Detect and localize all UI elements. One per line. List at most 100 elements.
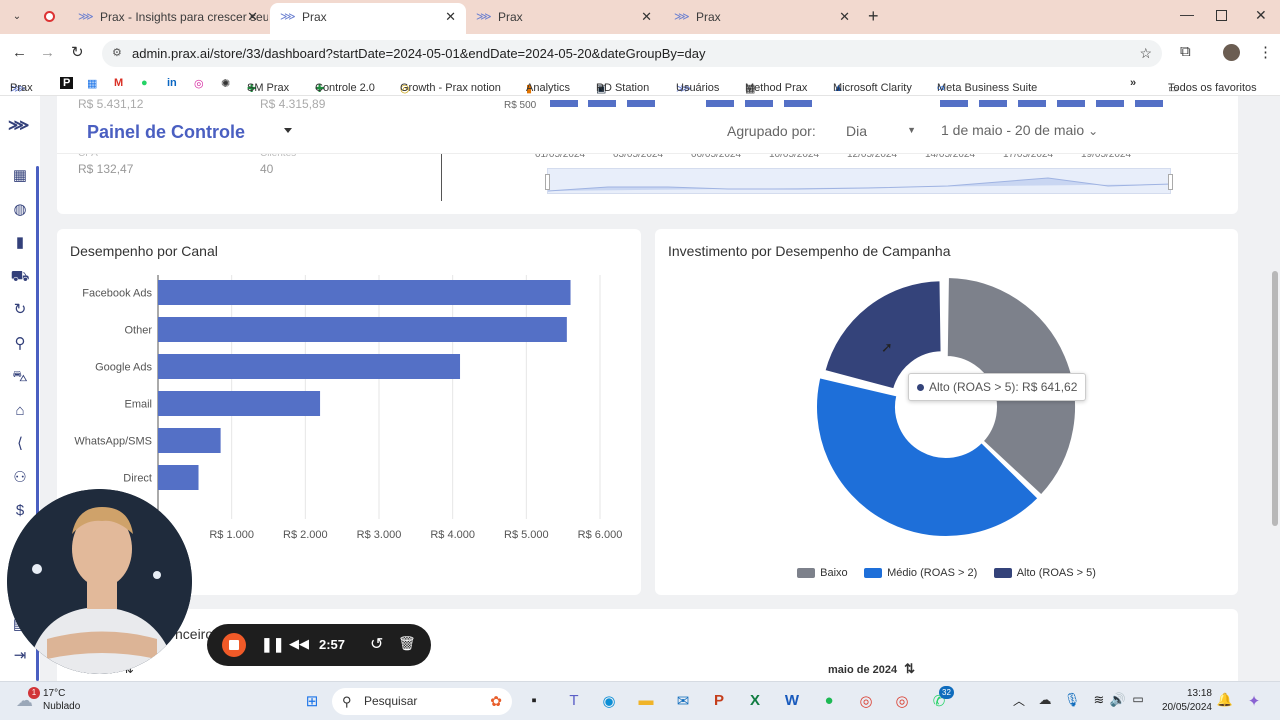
back-icon[interactable]: ← [12, 44, 27, 61]
weather-widget[interactable]: ☁ 1 17°C Nublado [16, 687, 106, 717]
search-placeholder: Pesquisar [364, 694, 418, 708]
spotify-icon[interactable]: ● [824, 692, 834, 709]
legend-item-medio[interactable]: Médio (ROAS > 2) [864, 567, 977, 579]
logout-icon[interactable]: ⇥ [13, 647, 27, 664]
group-by-select[interactable]: Dia ▼ [846, 123, 916, 139]
tab-prax-active[interactable]: ⋙ Prax ✕ [270, 3, 466, 34]
page-scrollbar[interactable] [1272, 271, 1278, 526]
bank-icon[interactable]: ⌂ [15, 402, 25, 419]
sort-icon[interactable]: ⇅ [904, 661, 916, 676]
timeline-date: 14/05/2024 [925, 149, 976, 160]
group-by-label: Agrupado por: [727, 123, 816, 139]
tab-prax-insights[interactable]: ⋙ Prax - Insights para crescer seu ✕ [68, 3, 268, 34]
dollar-icon[interactable]: $ [15, 502, 25, 519]
battery-icon[interactable]: ▭ [1132, 692, 1144, 706]
minimize-icon[interactable]: — [1180, 6, 1194, 22]
close-icon[interactable]: ✕ [641, 9, 652, 24]
slider-handle-right[interactable] [1168, 174, 1173, 190]
cut-value-3: R$ 500 [504, 100, 537, 111]
sidebar-scrollbar[interactable] [36, 166, 39, 681]
start-menu-icon[interactable]: ⊞ [305, 693, 319, 710]
task-view-icon[interactable]: ▪ [531, 692, 537, 709]
window-close-icon[interactable]: ✕ [1255, 7, 1267, 23]
tab-prax-4[interactable]: ⋙ Prax ✕ [664, 3, 860, 34]
close-icon[interactable]: ✕ [247, 9, 258, 24]
copilot-icon[interactable]: ✦ [1247, 693, 1261, 710]
restart-icon[interactable]: ↺ [370, 636, 384, 653]
profile-avatar[interactable] [1223, 44, 1240, 61]
whatsapp-icon[interactable]: ● [141, 77, 148, 89]
bar-chart-icon[interactable]: ▮ [15, 234, 25, 251]
tray-overflow-icon[interactable]: ︿ [1012, 694, 1025, 708]
prax-logo[interactable]: ⋙ [8, 117, 30, 134]
taskbar-search[interactable]: ⚲ Pesquisar ✿ [332, 688, 512, 715]
linkedin-icon[interactable]: in [167, 77, 177, 89]
bookmark-star-icon[interactable]: ☆ [1139, 45, 1152, 61]
gmail-icon[interactable]: M [114, 77, 124, 89]
mini-bar [979, 100, 1007, 107]
browser-menu-icon[interactable]: ⋮ [1258, 44, 1273, 61]
edge-icon[interactable]: ◉ [602, 693, 616, 710]
users-icon[interactable]: ⚇ [13, 469, 27, 486]
onedrive-icon[interactable]: ☁ [1038, 692, 1052, 707]
mail-icon[interactable]: ✉ [676, 693, 690, 710]
wifi-icon[interactable]: ≋ [1093, 692, 1105, 707]
reload-icon[interactable]: ↻ [71, 44, 84, 61]
pause-icon[interactable]: ❚❚ [261, 636, 285, 652]
close-icon[interactable]: ✕ [839, 9, 850, 24]
site-info-icon[interactable]: ⚙ [112, 47, 122, 59]
microphone-icon[interactable]: 🎙 [1063, 692, 1081, 707]
legend-item-baixo[interactable]: Baixo [797, 567, 848, 579]
url-field[interactable]: ⚙ admin.prax.ai/store/33/dashboard?start… [102, 40, 1162, 67]
tab-label: Prax - Insights para crescer seu [100, 10, 268, 24]
share-icon[interactable]: ⟨ [17, 435, 23, 452]
rewind-icon[interactable]: ◀◀ [289, 636, 309, 651]
refresh-icon[interactable]: ↻ [13, 301, 27, 318]
close-icon[interactable]: ✕ [445, 9, 456, 24]
timeline-zoom-slider[interactable] [545, 168, 1173, 194]
bookmarks-overflow-icon[interactable]: » [1130, 77, 1137, 89]
mini-bar [627, 100, 655, 107]
notifications-icon[interactable]: 🔔 [1216, 692, 1234, 707]
prax-logo-icon: ⋙ [280, 11, 296, 23]
extensions-icon[interactable]: ⧉ [1180, 43, 1191, 60]
palette-icon[interactable]: ◍ [13, 201, 27, 218]
slider-handle-left[interactable] [545, 174, 550, 190]
powerpoint-icon[interactable]: P [713, 692, 724, 709]
timeline-date: 03/05/2024 [613, 149, 664, 160]
file-explorer-icon[interactable]: ▬ [638, 692, 654, 709]
month-header[interactable]: maio de 2024 ⇅ [828, 661, 915, 677]
channel-bar-chart: Facebook Ads Other Google Ads Email WhatsApp… [74, 275, 622, 541]
restore-icon[interactable] [1216, 10, 1227, 21]
word-icon[interactable]: W [784, 692, 800, 709]
instagram-icon[interactable]: ◎ [194, 78, 204, 90]
user-search-icon[interactable]: ⚲ [14, 335, 26, 352]
tab-prax-3[interactable]: ⋙ Prax ✕ [466, 3, 662, 34]
forward-icon[interactable]: → [40, 44, 55, 61]
timeline-dates: 01/05/2024 03/05/2024 06/05/2024 10/05/2… [535, 149, 1175, 161]
search-highlight-icon: ✿ [490, 693, 502, 709]
volume-icon[interactable]: 🔊 [1109, 692, 1127, 707]
calendar-icon[interactable]: ▦ [87, 78, 98, 90]
timeline-date: 12/05/2024 [847, 149, 898, 160]
teams-icon[interactable]: T [569, 692, 579, 709]
date-range-picker[interactable]: 1 de maio - 20 de maio ⌄ [941, 122, 1098, 138]
stop-record-button[interactable] [222, 633, 246, 657]
openai-icon[interactable]: ✺ [221, 78, 231, 90]
trash-icon[interactable]: 🗑 [398, 635, 416, 651]
new-tab-icon[interactable]: + [868, 6, 879, 26]
bookmark-icon-p[interactable]: P [60, 77, 74, 89]
clock[interactable]: 13:18 20/05/2024 [1156, 687, 1212, 715]
chrome-profile-icon[interactable]: ◎ [895, 693, 909, 710]
cart-icon[interactable]: ⛍ [12, 368, 28, 385]
chrome-icon[interactable]: ◎ [859, 693, 873, 710]
truck-icon[interactable]: ⛟ [10, 268, 30, 285]
legend-item-alto[interactable]: Alto (ROAS > 5) [993, 567, 1096, 579]
card-title: Investimento por Desempenho de Campanha [668, 243, 951, 259]
title-dropdown-icon[interactable] [284, 128, 292, 133]
search-icon: ⚲ [342, 694, 352, 709]
excel-icon[interactable]: X [749, 692, 760, 709]
tab-search-menu-icon[interactable]: ⌄ [12, 11, 22, 22]
dashboard-header: Painel de Controle Agrupado por: Dia ▼ 1… [57, 110, 1238, 154]
dashboard-icon[interactable]: ▦ [12, 167, 28, 184]
